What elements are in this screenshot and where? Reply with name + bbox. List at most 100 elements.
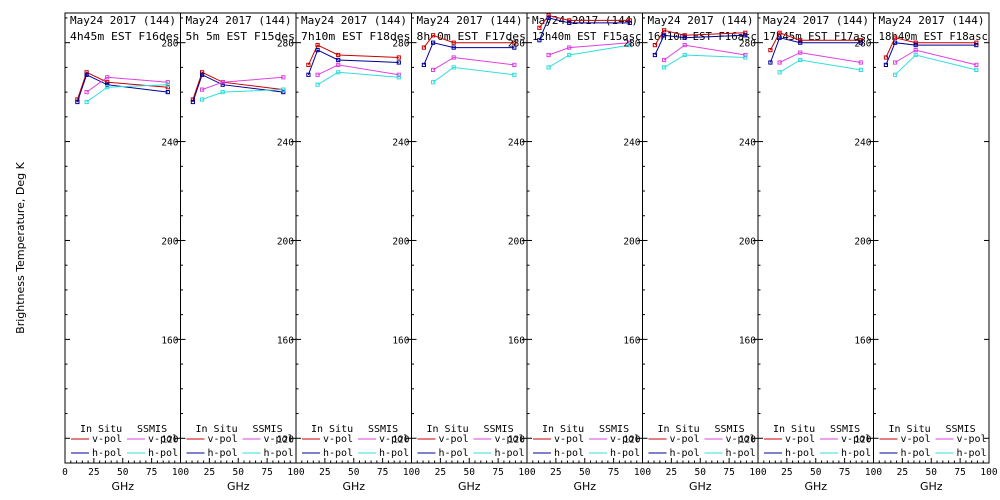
data-point-ssmis-vpol: [165, 80, 170, 85]
x-tick-label: 75: [608, 467, 619, 478]
panel-title-time: 8h 0m EST F17des: [417, 30, 527, 43]
data-point-ssmis-hpol: [336, 70, 341, 75]
panel-title-time: 18h40m EST F18asc: [879, 30, 989, 43]
legend-label-insitu-hpol: h-pol: [208, 448, 238, 459]
x-tick-label: 25: [319, 467, 330, 478]
y-tick-label: 160: [277, 335, 294, 346]
legend-label-ssmis-vpol: v-pol: [841, 434, 871, 445]
panels: May24 2017 (144) 4h45m EST F16des 0 25 50 75 1…: [62, 12, 998, 493]
data-point-ssmis-vpol: [893, 60, 898, 65]
legend-label-insitu-hpol: h-pol: [901, 448, 931, 459]
legend-label-ssmis-hpol: h-pol: [264, 448, 294, 459]
x-tick-label: 50: [810, 467, 822, 478]
data-point-insitu-hpol: [396, 60, 401, 65]
data-point-insitu-vpol: [451, 40, 456, 45]
data-point-ssmis-hpol: [627, 43, 632, 48]
y-tick-label: 280: [854, 39, 871, 50]
y-tick-label: 200: [392, 236, 409, 247]
series-line-ssmis-hpol: [779, 59, 861, 73]
data-point-insitu-vpol: [893, 35, 898, 40]
x-axis-label: GHz: [573, 480, 596, 493]
data-point-ssmis-hpol: [777, 70, 782, 75]
data-point-ssmis-hpol: [200, 97, 205, 102]
data-point-insitu-vpol: [396, 55, 401, 60]
data-point-insitu-hpol: [421, 62, 426, 67]
data-point-insitu-vpol: [662, 28, 667, 33]
panel-title-date: May24 2017 (144): [70, 14, 176, 27]
data-point-ssmis-hpol: [546, 65, 551, 70]
data-point-insitu-hpol: [431, 40, 436, 45]
legend-insitu-header: In Situ: [80, 424, 122, 435]
legend-insitu-header: In Situ: [427, 424, 469, 435]
legend-label-insitu-vpol: v-pol: [901, 434, 931, 445]
panel-8: May24 2017 (144) 18h40m EST F18asc 280 240 2…: [854, 12, 998, 493]
panel-title-date: May24 2017 (144): [301, 14, 407, 27]
series-line-ssmis-vpol: [317, 64, 399, 76]
data-point-ssmis-hpol: [893, 72, 898, 77]
data-point-insitu-vpol: [627, 18, 632, 23]
series-line-insitu-vpol: [423, 34, 515, 48]
x-tick-label: 75: [377, 467, 388, 478]
legend-ssmis-header: SSMIS: [715, 424, 745, 435]
data-point-ssmis-hpol: [451, 65, 456, 70]
legend-ssmis-header: SSMIS: [830, 424, 860, 435]
data-point-insitu-hpol: [798, 40, 803, 45]
data-point-ssmis-vpol: [512, 62, 517, 67]
y-tick-label: 240: [623, 138, 640, 149]
series-line-ssmis-hpol: [663, 54, 746, 68]
x-tick-label: 100: [518, 467, 535, 478]
data-point-insitu-hpol: [777, 35, 782, 40]
y-tick-label: 240: [739, 138, 756, 149]
data-point-insitu-vpol: [883, 55, 888, 60]
x-tick-label: 50: [464, 467, 476, 478]
data-point-ssmis-hpol: [431, 80, 436, 85]
legend-label-insitu-hpol: h-pol: [554, 448, 584, 459]
x-axis-label: GHz: [689, 480, 712, 493]
legend-ssmis-header: SSMIS: [946, 424, 976, 435]
legend-label-ssmis-vpol: v-pol: [264, 434, 294, 445]
data-point-insitu-hpol: [662, 33, 667, 38]
y-tick-label: 240: [161, 138, 178, 149]
data-point-ssmis-vpol: [913, 48, 918, 53]
y-tick-label: 120: [161, 434, 178, 445]
data-point-ssmis-hpol: [662, 65, 667, 70]
y-tick-label: 200: [508, 236, 525, 247]
legend-label-ssmis-hpol: h-pol: [841, 448, 871, 459]
data-point-ssmis-hpol: [396, 75, 401, 80]
series-line-insitu-vpol: [885, 37, 977, 58]
data-point-insitu-vpol: [567, 18, 572, 23]
legend-label-ssmis-hpol: h-pol: [379, 448, 409, 459]
data-point-ssmis-vpol: [336, 62, 341, 67]
series-line-ssmis-vpol: [86, 76, 168, 93]
x-axis-label: GHz: [920, 480, 943, 493]
x-tick-label: 50: [695, 467, 707, 478]
legend-label-ssmis-vpol: v-pol: [495, 434, 525, 445]
legend-label-insitu-hpol: h-pol: [323, 448, 353, 459]
x-axis-label: GHz: [342, 480, 365, 493]
data-point-ssmis-vpol: [777, 60, 782, 65]
x-tick-label: 75: [839, 467, 850, 478]
legend-label-insitu-vpol: v-pol: [670, 434, 700, 445]
legend-ssmis-header: SSMIS: [368, 424, 398, 435]
data-point-insitu-hpol: [75, 99, 80, 105]
data-point-ssmis-hpol: [858, 67, 863, 73]
x-tick-label: 100: [749, 467, 766, 478]
data-point-insitu-vpol: [165, 85, 170, 90]
legend-label-insitu-hpol: h-pol: [92, 448, 122, 459]
x-tick-label: 100: [287, 467, 304, 478]
x-tick-label: 25: [897, 467, 908, 478]
data-point-insitu-hpol: [281, 90, 286, 95]
series-line-ssmis-vpol: [894, 49, 977, 66]
data-point-ssmis-vpol: [220, 80, 225, 85]
data-point-insitu-vpol: [974, 40, 979, 45]
data-point-ssmis-hpol: [315, 82, 320, 87]
legend-label-ssmis-vpol: v-pol: [148, 434, 178, 445]
data-point-ssmis-vpol: [567, 45, 572, 50]
data-point-insitu-vpol: [858, 38, 863, 43]
data-point-insitu-hpol: [858, 40, 863, 45]
x-tick-label: 25: [88, 467, 99, 478]
panel-title-date: May24 2017 (144): [417, 14, 523, 27]
y-tick-label: 160: [854, 335, 871, 346]
data-point-insitu-hpol: [105, 82, 110, 87]
